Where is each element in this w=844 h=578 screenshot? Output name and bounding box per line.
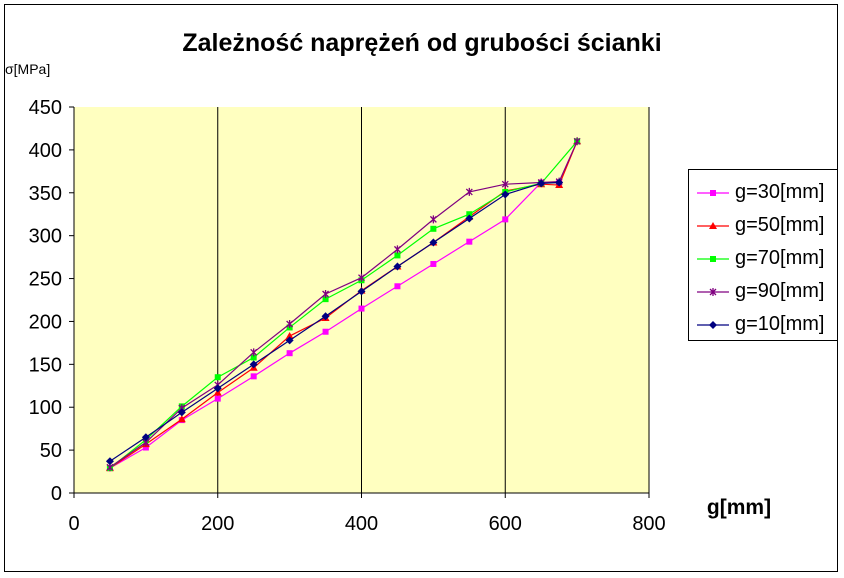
y-tick-label: 150 (29, 354, 62, 376)
legend-label: g=70[mm] (735, 247, 825, 269)
data-point-g-30-mm (430, 260, 437, 267)
data-point-g-90-mm (501, 180, 509, 189)
data-point-g-30-mm (214, 395, 221, 402)
data-point-g-90-mm (429, 215, 437, 224)
y-tick-label: 350 (29, 183, 62, 205)
data-point-g-30-mm (250, 373, 257, 380)
y-tick-label: 450 (29, 97, 62, 119)
y-tick-label: 250 (29, 269, 62, 291)
y-tick-label: 400 (29, 140, 62, 162)
data-point-g-90-mm (250, 348, 258, 357)
legend-item-g-10-mm: g=10[mm] (695, 308, 837, 341)
legend-label: g=10[mm] (735, 313, 825, 335)
series-line-g-10-mm (109, 181, 560, 462)
data-point-g-30-mm (286, 350, 293, 357)
chart-title: Zależność naprężeń od grubości ścianki (182, 29, 661, 57)
legend-swatch (697, 189, 729, 196)
chart-canvas: Zależność naprężeń od grubości ścianki σ… (5, 29, 771, 535)
data-point-g-10-mm (393, 262, 402, 271)
data-point-g-90-mm (393, 245, 401, 254)
legend-label: g=30[mm] (735, 181, 825, 203)
legend-item-g-70-mm: g=70[mm] (695, 242, 837, 275)
data-point-g-10-mm (213, 384, 222, 393)
data-point-g-30-mm (394, 283, 401, 290)
data-point-g-10-mm (105, 457, 114, 466)
data-point-g-10-mm (141, 433, 150, 442)
chart-legend: g=30[mm] g=50[mm] g=70[mm] g=90[mm] g=10[mm] (688, 169, 838, 341)
data-point-g-10-mm (285, 336, 294, 345)
data-point-g-30-mm (142, 444, 149, 451)
data-point-g-30-mm (502, 216, 509, 223)
chart-frame: Zależność naprężeń od grubości ścianki σ… (4, 4, 838, 572)
data-point-g-10-mm (357, 287, 366, 296)
data-point-g-10-mm (321, 312, 330, 321)
data-point-g-70-mm (394, 252, 401, 259)
data-point-g-70-mm (250, 354, 257, 361)
data-point-g-90-mm (465, 187, 473, 196)
x-tick-label: 200 (201, 513, 234, 535)
x-tick-label: 800 (632, 513, 665, 535)
series-line-g-30-mm (109, 181, 560, 469)
data-point-g-70-mm (214, 374, 221, 381)
data-point-g-10-mm (555, 178, 564, 187)
y-tick-label: 300 (29, 226, 62, 248)
x-tick-label: 0 (68, 513, 79, 535)
y-tick-label: 0 (51, 483, 62, 505)
data-point-g-10-mm (465, 214, 474, 223)
legend-swatch (697, 221, 729, 229)
x-tick-label: 600 (489, 513, 522, 535)
legend-label: g=50[mm] (735, 214, 825, 236)
data-point-g-70-mm (430, 225, 437, 232)
data-point-g-10-mm (177, 408, 186, 417)
legend-label: g=90[mm] (735, 280, 825, 302)
data-point-g-30-mm (358, 305, 365, 312)
legend-item-g-90-mm: g=90[mm] (695, 275, 837, 308)
x-tick-label: 400 (345, 513, 378, 535)
data-point-g-90-mm (286, 320, 294, 329)
data-point-g-10-mm (537, 179, 546, 188)
data-point-g-10-mm (429, 238, 438, 247)
legend-swatch (697, 255, 729, 262)
legend-item-g-50-mm: g=50[mm] (695, 209, 837, 242)
y-tick-label: 200 (29, 311, 62, 333)
series-line-g-70-mm (109, 140, 578, 469)
x-axis-label: g[mm] (707, 496, 771, 519)
data-point-g-10-mm (249, 360, 258, 369)
y-axis-label: σ[MPa] (5, 61, 50, 77)
data-point-g-90-mm (358, 273, 365, 282)
data-point-g-50-mm (177, 415, 186, 423)
legend-swatch (697, 320, 729, 329)
plot-area: 0 50 100 150 200 250 300 350 400 450 0 200 400 600 800 (29, 97, 666, 535)
data-point-g-30-mm (322, 328, 329, 335)
data-point-g-10-mm (501, 190, 510, 199)
data-point-g-30-mm (466, 238, 473, 245)
legend-item-g-30-mm: g=30[mm] (695, 176, 837, 209)
data-point-g-90-mm (573, 137, 581, 146)
legend-swatch (697, 287, 729, 296)
data-point-g-70-mm (466, 211, 473, 218)
y-tick-label: 100 (29, 397, 62, 419)
data-point-g-50-mm (285, 332, 294, 340)
data-point-g-70-mm (322, 296, 329, 303)
y-tick-label: 50 (40, 440, 62, 462)
data-point-g-90-mm (322, 289, 330, 298)
